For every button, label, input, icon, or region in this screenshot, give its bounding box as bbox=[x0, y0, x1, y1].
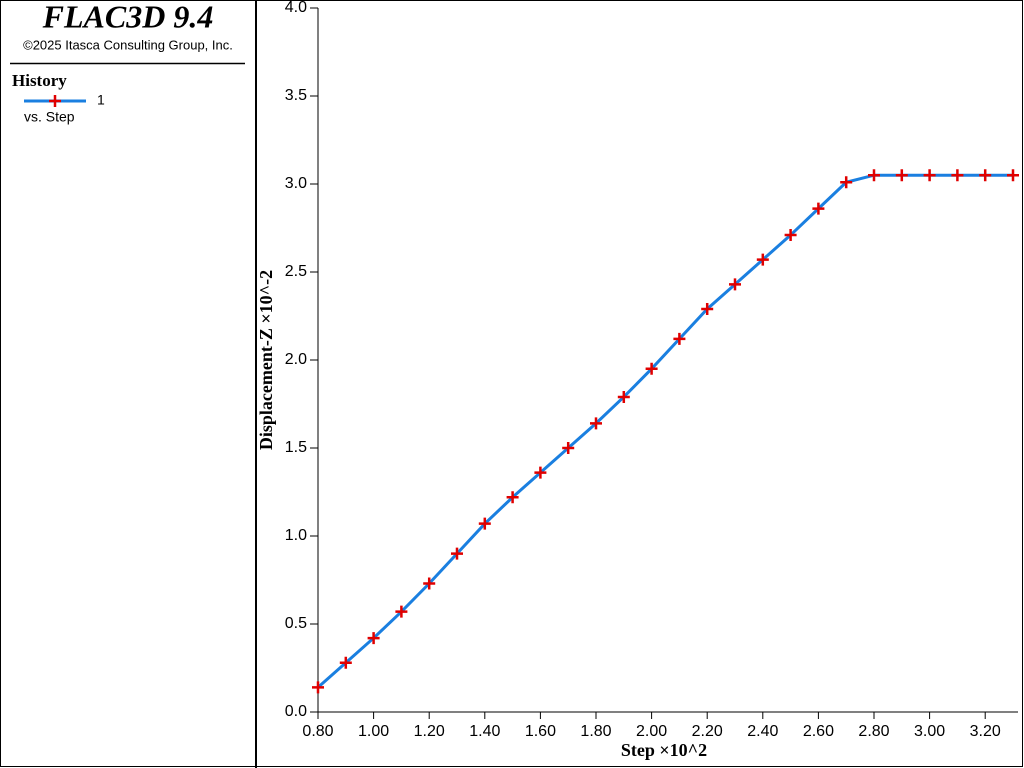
x-tick-label: 1.60 bbox=[525, 723, 556, 740]
y-axis-title: Displacement-Z ×10^-2 bbox=[256, 270, 276, 450]
y-tick-label: 0.5 bbox=[285, 615, 307, 632]
marker bbox=[729, 278, 741, 291]
marker bbox=[423, 577, 436, 590]
marker bbox=[645, 362, 658, 375]
marker bbox=[979, 169, 992, 182]
marker bbox=[895, 169, 908, 182]
x-tick-label: 3.00 bbox=[914, 723, 945, 740]
x-tick-label: 2.40 bbox=[747, 723, 778, 740]
marker bbox=[868, 169, 880, 182]
x-tick-label: 2.00 bbox=[636, 723, 667, 740]
x-tick-label: 2.20 bbox=[692, 723, 723, 740]
marker bbox=[451, 547, 463, 560]
marker bbox=[562, 442, 575, 454]
x-tick-label: 3.20 bbox=[970, 723, 1001, 740]
marker bbox=[701, 302, 714, 315]
marker bbox=[478, 517, 491, 530]
y-tick-label: 1.0 bbox=[285, 527, 307, 544]
marker bbox=[367, 632, 380, 645]
marker bbox=[339, 656, 352, 669]
legend-note: vs. Step bbox=[24, 109, 75, 125]
marker bbox=[673, 332, 686, 345]
x-tick-label: 0.80 bbox=[302, 723, 333, 740]
marker bbox=[617, 390, 630, 403]
x-tick-label: 1.80 bbox=[580, 723, 611, 740]
chart-title: FLAC3D 9.4 bbox=[42, 0, 214, 34]
marker bbox=[506, 491, 519, 504]
marker bbox=[951, 169, 964, 182]
legend-title: History bbox=[12, 71, 67, 90]
x-tick-label: 1.40 bbox=[469, 723, 500, 740]
y-tick-label: 2.5 bbox=[285, 263, 307, 280]
y-tick-label: 1.5 bbox=[285, 439, 307, 456]
x-tick-label: 2.60 bbox=[803, 723, 834, 740]
marker bbox=[840, 176, 853, 189]
legend-marker bbox=[49, 95, 61, 107]
y-tick-label: 3.5 bbox=[285, 87, 307, 104]
marker bbox=[923, 169, 936, 182]
subtitle: ©2025 Itasca Consulting Group, Inc. bbox=[23, 37, 233, 52]
marker bbox=[395, 605, 408, 618]
marker bbox=[1007, 169, 1019, 182]
y-tick-label: 3.0 bbox=[285, 175, 307, 192]
y-tick-label: 2.0 bbox=[285, 351, 307, 368]
x-tick-label: 1.20 bbox=[414, 723, 445, 740]
x-axis-title: Step ×10^2 bbox=[621, 740, 707, 760]
y-tick-label: 0.0 bbox=[285, 703, 307, 720]
marker bbox=[812, 202, 825, 215]
legend-label: 1 bbox=[97, 92, 105, 108]
x-tick-label: 1.00 bbox=[358, 723, 389, 740]
marker bbox=[784, 229, 797, 242]
marker bbox=[534, 466, 547, 479]
marker bbox=[312, 681, 324, 694]
marker bbox=[590, 417, 602, 430]
marker bbox=[756, 253, 769, 266]
x-tick-label: 2.80 bbox=[858, 723, 889, 740]
y-tick-label: 4.0 bbox=[285, 0, 307, 16]
